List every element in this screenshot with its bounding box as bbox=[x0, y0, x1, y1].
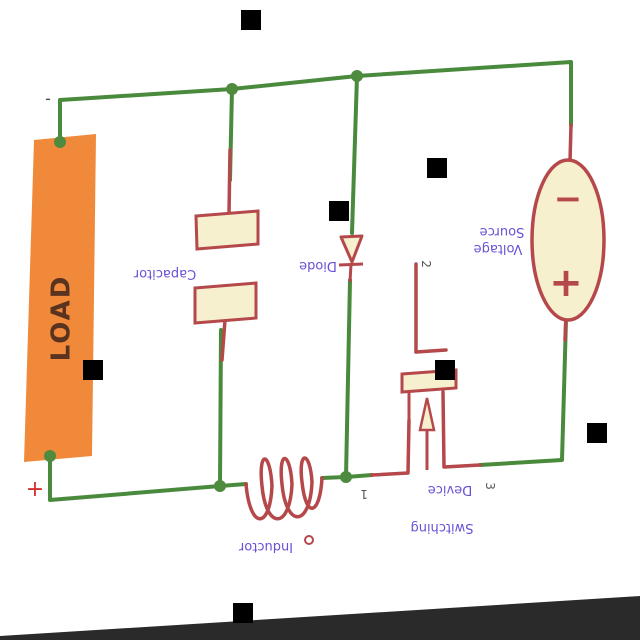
node-top-capacitor bbox=[226, 83, 238, 95]
diode-wire-top bbox=[350, 74, 359, 235]
wires-green bbox=[48, 60, 573, 502]
node-load-top bbox=[54, 136, 66, 148]
pin-label-3: 3 bbox=[483, 482, 497, 490]
top-wire bbox=[58, 60, 573, 142]
occluder-square bbox=[435, 360, 455, 380]
capacitor-lead-top bbox=[227, 148, 232, 216]
load-minus-sign: - bbox=[45, 89, 51, 108]
source-minus-sign: − bbox=[554, 179, 583, 219]
load-resistor: LOAD + - bbox=[24, 89, 96, 502]
source-plus-sign: + bbox=[549, 260, 583, 306]
inductor-coil bbox=[244, 456, 324, 521]
node-bottom-capacitor bbox=[214, 480, 226, 492]
source-lead-top bbox=[568, 123, 573, 164]
source-wire-bottom bbox=[478, 318, 568, 467]
switch-gate-tick bbox=[414, 348, 448, 354]
source-body bbox=[530, 158, 606, 322]
pin-label-2: 2 bbox=[419, 260, 433, 268]
switch-label-line1: Device bbox=[428, 482, 472, 497]
load-plus-sign: + bbox=[26, 477, 44, 502]
switch-label-line2: Switching bbox=[410, 520, 473, 535]
occluder-square bbox=[241, 10, 261, 30]
bottom-wire-left bbox=[48, 453, 248, 502]
occluder-square bbox=[587, 423, 607, 443]
occluder-square bbox=[329, 201, 349, 221]
voltage-source: − + Voltage Source bbox=[474, 158, 606, 322]
inductor-dot bbox=[304, 535, 314, 545]
diode-label: Diode bbox=[299, 258, 337, 273]
occluder-square bbox=[83, 360, 103, 380]
source-label-line2: Source bbox=[480, 224, 525, 239]
diode: Diode bbox=[299, 234, 364, 283]
node-top-diode bbox=[351, 70, 363, 82]
load-body bbox=[24, 134, 96, 462]
switch-wire-source bbox=[441, 390, 482, 469]
diode-triangle bbox=[339, 234, 364, 264]
node-load-bottom bbox=[44, 450, 56, 462]
diode-wire-bottom bbox=[344, 278, 352, 479]
inductor-label: Inductor bbox=[238, 539, 293, 554]
diode-lead bbox=[348, 263, 353, 283]
capacitor-plate-bottom bbox=[193, 281, 258, 325]
capacitor: Capacitor bbox=[133, 209, 260, 325]
occluder-squares bbox=[83, 10, 607, 623]
source-label-line1: Voltage bbox=[474, 241, 523, 256]
capacitor-label: Capacitor bbox=[133, 266, 196, 281]
load-label: LOAD bbox=[47, 275, 77, 362]
inductor bbox=[244, 456, 324, 545]
occluder-square bbox=[427, 158, 447, 178]
capacitor-lead-bottom bbox=[220, 318, 227, 362]
capacitor-plate-top bbox=[194, 209, 260, 251]
occluder-square bbox=[233, 603, 253, 623]
pin-label-1: 1 bbox=[360, 487, 368, 501]
junction-nodes bbox=[44, 70, 363, 492]
switch-wire-drain bbox=[370, 418, 411, 477]
node-bottom-diode bbox=[340, 471, 352, 483]
